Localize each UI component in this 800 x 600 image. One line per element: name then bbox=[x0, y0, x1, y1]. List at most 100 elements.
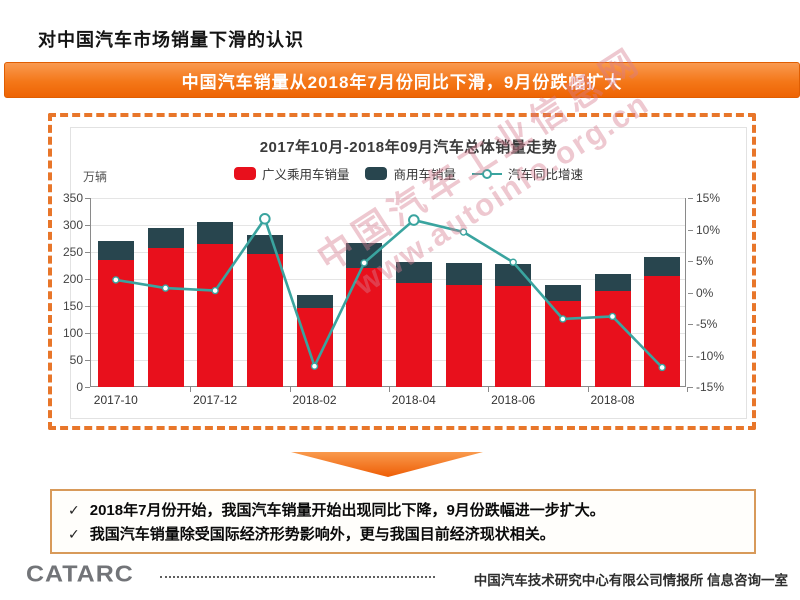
x-axis-tick bbox=[587, 387, 589, 392]
x-axis-label-2017-12: 2017-12 bbox=[193, 393, 238, 407]
left-axis-label-100: 100 bbox=[62, 326, 83, 340]
bar-commercial-2018-08 bbox=[594, 273, 631, 291]
x-axis-tick bbox=[488, 387, 490, 392]
left-axis-tick bbox=[85, 252, 90, 253]
left-axis-unit-label: 万辆 bbox=[83, 170, 108, 184]
bar-commercial-2018-09 bbox=[644, 257, 681, 276]
bar-passenger-2018-05 bbox=[445, 284, 482, 387]
bar-commercial-2017-12 bbox=[197, 222, 234, 244]
x-axis-tick bbox=[389, 387, 390, 392]
bar-commercial-2018-04 bbox=[395, 261, 432, 284]
right-axis-tick bbox=[688, 198, 693, 199]
legend-label-passenger: 广义乘用车销量 bbox=[261, 168, 350, 182]
gridline-200 bbox=[91, 279, 685, 280]
legend-swatch-passenger bbox=[233, 167, 256, 180]
x-axis-tick bbox=[289, 387, 291, 392]
right-axis-label-10: 10% bbox=[696, 222, 721, 237]
bar-commercial-2017-10 bbox=[97, 241, 134, 261]
left-axis-label-350: 350 bbox=[62, 191, 83, 205]
bar-commercial-2018-05 bbox=[445, 263, 482, 285]
footer-org-text: 中国汽车技术研究中心有限公司情报所 信息咨询一室 bbox=[473, 573, 788, 588]
chart-legend: 广义乘用车销量 商用车销量 汽车同比增速 bbox=[71, 164, 746, 183]
bar-commercial-2018-06 bbox=[495, 264, 532, 286]
legend-line-marker-icon bbox=[472, 168, 502, 180]
catarc-logo: CATARC bbox=[26, 561, 134, 587]
yoy-growth-line bbox=[112, 212, 666, 372]
insight-text-2: 我国汽车销量除受国际经济形势影响外，更与我国目前经济现状相关。 bbox=[89, 526, 555, 543]
right-axis-label--5: -5% bbox=[696, 317, 718, 331]
gridline-300 bbox=[91, 225, 685, 226]
headline-banner: 中国汽车销量从2018年7月份同比下滑，9月份跌幅扩大 bbox=[4, 62, 800, 98]
line-point-2018-04 bbox=[408, 214, 420, 226]
right-axis-tick bbox=[688, 292, 693, 294]
insight-item-2: ✓ 我国汽车销量除受国际经济形势影响外，更与我国目前经济现状相关。 bbox=[68, 523, 738, 544]
insight-item-1: ✓ 2018年7月份开始，我国汽车销量开始出现同比下降，9月份跌幅进一步扩大。 bbox=[68, 499, 738, 520]
check-icon: ✓ bbox=[68, 502, 80, 518]
right-axis-label-5: 5% bbox=[696, 254, 714, 268]
gridline-100 bbox=[91, 333, 685, 334]
gridline-150 bbox=[91, 306, 685, 307]
bar-passenger-2018-07 bbox=[544, 300, 581, 387]
line-point-2018-09 bbox=[658, 363, 666, 372]
hollow-circle-icon bbox=[482, 168, 492, 179]
left-axis-tick bbox=[85, 198, 90, 199]
insight-text-1: 2018年7月份开始，我国汽车销量开始出现同比下降，9月份跌幅进一步扩大。 bbox=[89, 502, 605, 519]
insight-box: ✓ 2018年7月份开始，我国汽车销量开始出现同比下降，9月份跌幅进一步扩大。 … bbox=[50, 489, 756, 554]
right-axis-tick bbox=[688, 229, 693, 231]
footer-divider-dotted-line bbox=[160, 576, 435, 578]
line-point-2018-06 bbox=[509, 258, 517, 266]
legend-item-commercial: 商用车销量 bbox=[365, 164, 456, 183]
chart-title: 2017年10月-2018年09月汽车总体销量走势 bbox=[259, 139, 558, 156]
gridline-350 bbox=[91, 198, 685, 199]
left-axis-label-0: 0 bbox=[76, 380, 83, 394]
gridline-250 bbox=[91, 252, 685, 253]
plot-area: 0 50 100 150 200 250 300 350 -15% -10% -5% 0% 5% 10% 1… bbox=[63, 191, 724, 407]
x-axis-label-2017-10: 2017-10 bbox=[93, 393, 138, 407]
down-arrow-icon bbox=[291, 452, 483, 477]
chart-dashed-frame bbox=[48, 113, 756, 430]
left-axis-label-150: 150 bbox=[62, 299, 83, 313]
line-point-2017-10 bbox=[112, 276, 120, 284]
left-axis-tick bbox=[85, 306, 90, 307]
bar-passenger-2018-01 bbox=[246, 253, 283, 387]
left-axis-tick bbox=[85, 333, 90, 334]
left-axis-tick bbox=[85, 387, 90, 388]
x-axis-tick bbox=[687, 387, 688, 392]
bar-passenger-2018-06 bbox=[495, 286, 532, 387]
legend-swatch-commercial bbox=[365, 167, 388, 180]
right-axis-tick bbox=[688, 324, 693, 325]
legend-item-passenger: 广义乘用车销量 bbox=[233, 164, 350, 183]
x-axis-label-2018-08: 2018-08 bbox=[590, 393, 635, 407]
right-axis-tick bbox=[688, 261, 693, 262]
right-axis-tick bbox=[688, 387, 693, 388]
page-title: 对中国汽车市场销量下滑的认识 bbox=[38, 30, 304, 50]
chart-panel: 2017年10月-2018年09月汽车总体销量走势 万辆 广义乘用车销量 商用车销… bbox=[63, 127, 747, 419]
line-point-2018-03 bbox=[360, 259, 368, 267]
x-axis-tick bbox=[190, 387, 192, 392]
right-axis-tick bbox=[688, 355, 693, 357]
headline-banner-text: 中国汽车销量从2018年7月份同比下滑，9月份跌幅扩大 bbox=[181, 72, 623, 92]
left-axis-label-200: 200 bbox=[62, 272, 83, 286]
right-axis-label-0: 0% bbox=[696, 285, 714, 300]
gridline-50 bbox=[91, 360, 685, 361]
line-point-2018-07 bbox=[559, 315, 567, 323]
left-axis-tick bbox=[85, 360, 90, 361]
line-point-2018-01 bbox=[259, 212, 271, 225]
bar-commercial-2017-11 bbox=[147, 227, 184, 248]
line-point-2018-02 bbox=[310, 362, 319, 370]
left-axis-label-50: 50 bbox=[69, 353, 83, 367]
bar-passenger-2017-11 bbox=[147, 247, 184, 387]
line-point-2018-08 bbox=[608, 312, 617, 321]
legend-label-yoy-growth: 汽车同比增速 bbox=[508, 168, 584, 182]
right-axis-label--10: -10% bbox=[696, 348, 725, 363]
left-axis-tick bbox=[85, 279, 90, 280]
line-point-2017-11 bbox=[161, 284, 170, 292]
line-point-2017-12 bbox=[211, 286, 219, 295]
bar-passenger-2017-12 bbox=[197, 243, 234, 387]
bar-passenger-2018-02 bbox=[296, 307, 333, 387]
left-axis-tick bbox=[85, 225, 90, 226]
right-axis-label--15: -15% bbox=[696, 380, 725, 394]
right-axis-label-15: 15% bbox=[696, 191, 721, 205]
left-axis-label-300: 300 bbox=[62, 218, 83, 232]
